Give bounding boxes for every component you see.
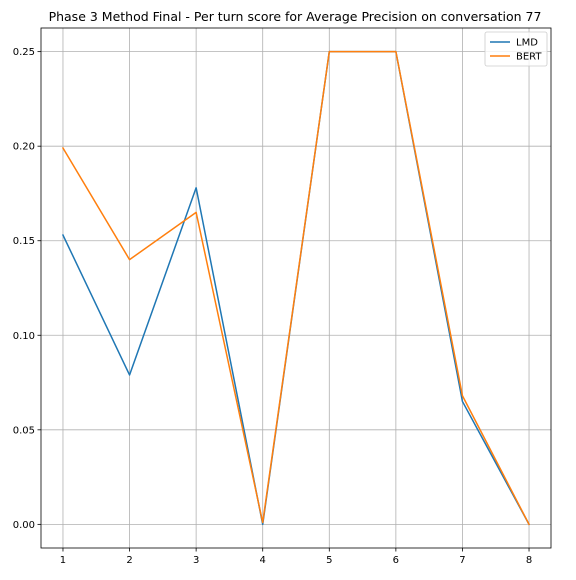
x-tick-label: 2 (126, 555, 132, 566)
x-tick-label: 5 (326, 555, 332, 566)
y-tick-label: 0.10 (13, 331, 35, 342)
x-tick-label: 4 (260, 555, 266, 566)
series-line-bert (61, 50, 531, 526)
x-tick-label: 1 (60, 555, 66, 566)
series-lines (61, 50, 531, 526)
x-tick-label: 6 (393, 555, 399, 566)
y-tick-label: 0.15 (13, 236, 35, 247)
legend-label-lmd: LMD (516, 38, 538, 49)
x-axis: 1 2 3 4 5 6 7 8 (60, 548, 532, 566)
y-axis: 0.00 0.05 0.10 0.15 0.20 0.25 (13, 47, 41, 531)
legend: LMD BERT (484, 31, 548, 67)
legend-box (484, 31, 548, 67)
legend-label-bert: BERT (516, 52, 542, 63)
x-tick-label: 7 (459, 555, 465, 566)
x-tick-label: 3 (193, 555, 199, 566)
x-tick-label: 8 (526, 555, 532, 566)
chart-title: Phase 3 Method Final - Per turn score fo… (49, 9, 542, 24)
y-tick-label: 0.05 (13, 425, 35, 436)
y-tick-label: 0.00 (13, 520, 35, 531)
y-tick-label: 0.20 (13, 142, 35, 153)
grid-lines (41, 28, 551, 548)
y-tick-label: 0.25 (13, 47, 35, 58)
plot-frame (40, 27, 552, 549)
